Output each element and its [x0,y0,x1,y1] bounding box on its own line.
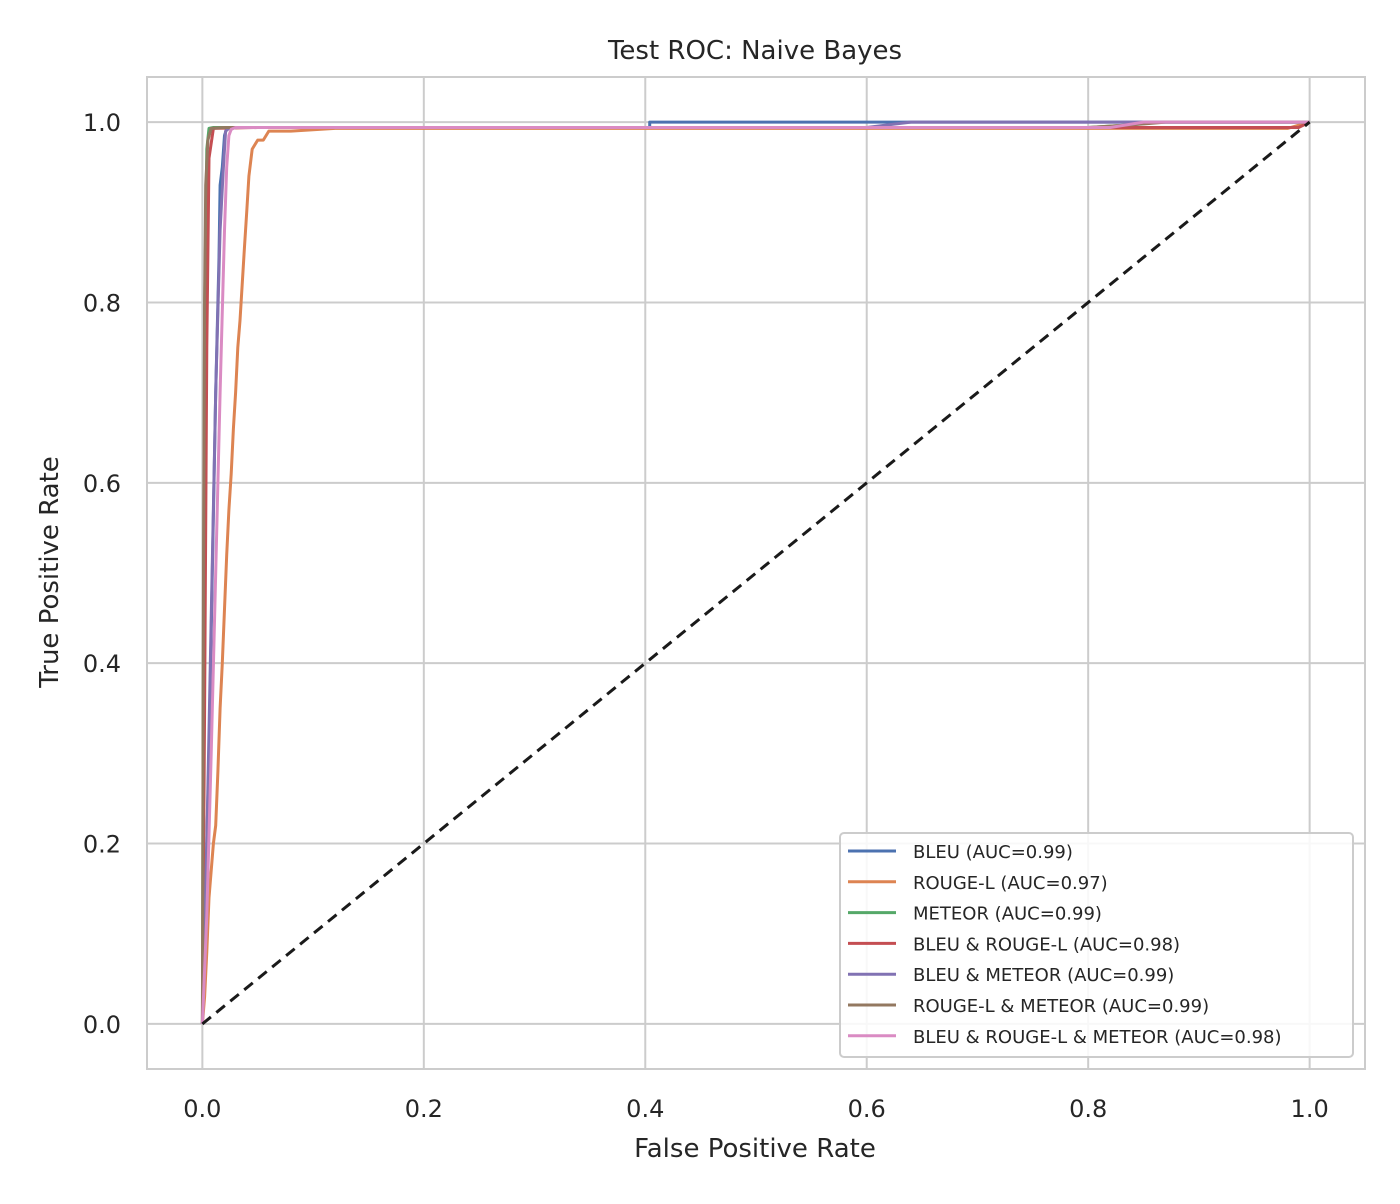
y-tick-label: 0.0 [83,1011,121,1039]
x-tick-label: 0.4 [626,1095,664,1123]
legend-label: BLEU (AUC=0.99) [913,842,1073,863]
x-tick-label: 0.2 [405,1095,443,1123]
random-classifier-line [201,120,1311,1026]
reference-diagonal [201,120,1311,1026]
y-tick-label: 0.6 [83,470,121,498]
y-tick-label: 0.2 [83,831,121,859]
legend-label: BLEU & METEOR (AUC=0.99) [913,965,1174,986]
y-tick-label: 0.8 [83,289,121,317]
series-lines [200,120,1311,1025]
y-tick-label: 0.4 [83,650,121,678]
legend-label: ROUGE-L (AUC=0.97) [913,873,1108,894]
legend: BLEU (AUC=0.99) ROUGE-L (AUC=0.97) METEOR … [839,832,1354,1058]
series-line-2 [200,120,1311,1025]
y-tick-label: 1.0 [83,109,121,137]
series-line-7 [200,120,1310,1024]
plot-frame [146,76,1366,1070]
y-axis-label: True Positive Rate [35,456,65,689]
legend-label: BLEU & ROUGE-L & METEOR (AUC=0.98) [913,1027,1282,1048]
x-tick-label: 0.6 [848,1095,886,1123]
x-tick-label: 0.8 [1069,1095,1107,1123]
grid-lines [147,77,1365,1069]
x-axis-ticks: 0.0 0.2 0.4 0.6 0.8 1.0 [183,1095,1328,1123]
y-axis-ticks: 0.0 0.2 0.4 0.6 0.8 1.0 [83,109,121,1039]
x-tick-label: 1.0 [1291,1095,1329,1123]
legend-label: METEOR (AUC=0.99) [913,904,1102,925]
legend-label: ROUGE-L & METEOR (AUC=0.99) [913,996,1209,1017]
x-axis-label: False Positive Rate [634,1134,876,1164]
legend-box [839,832,1354,1058]
x-tick-label: 0.0 [183,1095,221,1123]
legend-label: BLEU & ROUGE-L (AUC=0.98) [913,934,1180,955]
chart-title: Test ROC: Naive Bayes [607,36,902,66]
